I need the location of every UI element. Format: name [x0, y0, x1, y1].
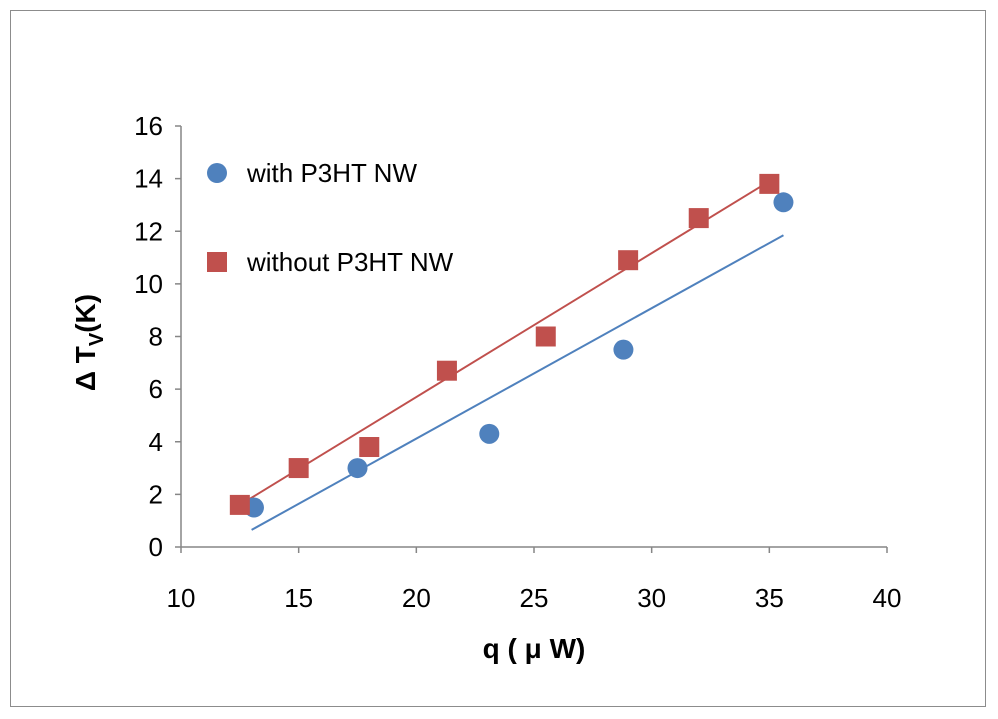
x-tick-label: 15	[284, 583, 313, 613]
point-series-2	[288, 458, 309, 479]
legend-label-series-1: with P3HT NW	[246, 158, 417, 188]
x-tick-label: 35	[755, 583, 784, 613]
x-tick-label: 30	[637, 583, 666, 613]
y-tick-label: 16	[134, 111, 163, 141]
tick-labels: 0 2 4 6 8 10 12 14 16 10 15 20 25 30 35 40	[134, 111, 901, 613]
legend: with P3HT NW without P3HT NW	[207, 158, 454, 277]
point-series-2	[618, 250, 639, 271]
legend-label-series-2: without P3HT NW	[246, 247, 454, 277]
y-tick-label: 4	[149, 427, 163, 457]
x-tick-label: 20	[402, 583, 431, 613]
point-series-2	[535, 326, 556, 347]
point-series-2	[759, 173, 780, 194]
y-axis-title: Δ TV(K)	[70, 294, 108, 391]
point-series-2	[359, 437, 380, 458]
y-tick-label: 10	[134, 269, 163, 299]
point-series-2	[229, 494, 250, 515]
axes	[175, 125, 888, 553]
fit-lines	[239, 180, 784, 531]
x-tick-label: 40	[873, 583, 902, 613]
fit-line-series-2	[239, 180, 770, 506]
y-tick-label: 12	[134, 216, 163, 246]
point-series-1	[773, 192, 794, 213]
point-series-2	[688, 208, 709, 229]
x-tick-label: 10	[167, 583, 196, 613]
y-tick-label: 6	[149, 374, 163, 404]
point-series-1	[347, 458, 368, 479]
y-axis-title-subscript: V	[86, 332, 108, 346]
y-tick-label: 8	[149, 322, 163, 352]
legend-marker-series-2	[207, 252, 227, 272]
y-axis-title-main: Δ T	[70, 346, 101, 391]
y-tick-label: 14	[134, 164, 163, 194]
y-tick-label: 0	[149, 532, 163, 562]
x-axis-title: q ( μ W)	[483, 633, 586, 664]
point-series-1	[613, 339, 634, 360]
point-series-2	[436, 360, 457, 381]
y-axis-title-unit: (K)	[70, 294, 101, 333]
y-tick-label: 2	[149, 479, 163, 509]
data-points	[229, 173, 794, 518]
chart-frame	[10, 10, 986, 707]
point-series-1	[479, 423, 500, 444]
x-tick-label: 25	[520, 583, 549, 613]
legend-marker-series-1	[207, 163, 227, 183]
fit-line-series-1	[251, 234, 784, 531]
